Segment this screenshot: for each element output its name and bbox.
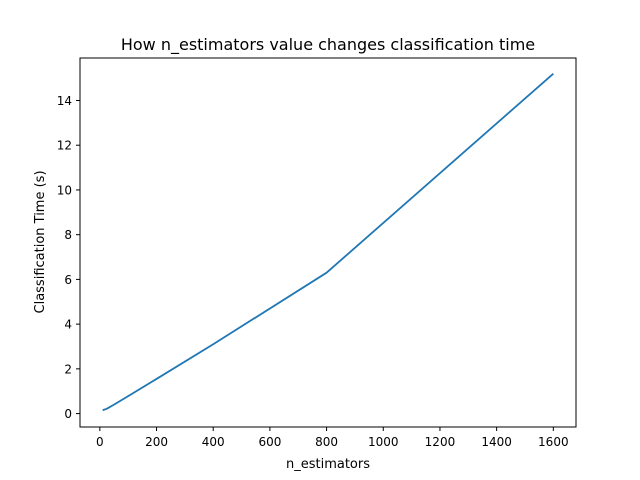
y-tick-label: 8 [64, 228, 72, 242]
y-axis: 0 2 4 6 8 10 12 14 [57, 94, 80, 421]
plot-area [102, 72, 554, 412]
x-tick-label: 800 [315, 435, 338, 449]
y-tick-label: 4 [64, 318, 72, 332]
x-axis: 0 200 400 600 800 1000 1200 1400 1600 [96, 427, 569, 449]
y-tick-label: 12 [57, 139, 72, 153]
y-axis-label: Classification Time (s) [33, 170, 48, 313]
x-tick-label: 1400 [481, 435, 512, 449]
y-tick-label: 10 [57, 183, 72, 197]
x-tick-label: 600 [258, 435, 281, 449]
x-tick-label: 400 [202, 435, 225, 449]
series-line-0 [102, 72, 554, 412]
plot-frame [79, 57, 577, 428]
x-tick-label: 0 [96, 435, 104, 449]
x-tick-label: 1000 [368, 435, 399, 449]
y-tick-label: 14 [57, 94, 72, 108]
x-tick-label: 1600 [538, 435, 569, 449]
chart-title: How n_estimators value changes classific… [121, 35, 535, 55]
x-tick-label: 1200 [425, 435, 456, 449]
x-axis-label: n_estimators [286, 457, 370, 472]
x-tick-label: 200 [145, 435, 168, 449]
y-tick-label: 2 [64, 362, 72, 376]
y-tick-label: 6 [64, 273, 72, 287]
y-tick-label: 0 [64, 407, 72, 421]
